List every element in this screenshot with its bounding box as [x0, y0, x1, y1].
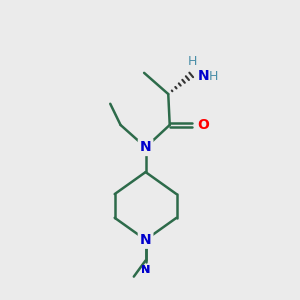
Text: N: N — [141, 266, 150, 275]
Text: N: N — [140, 233, 152, 247]
Text: H: H — [188, 56, 197, 68]
Text: N: N — [141, 266, 150, 275]
Text: O: O — [197, 118, 209, 132]
Text: H: H — [208, 70, 218, 83]
Text: N: N — [140, 140, 152, 154]
Text: N: N — [198, 69, 209, 83]
